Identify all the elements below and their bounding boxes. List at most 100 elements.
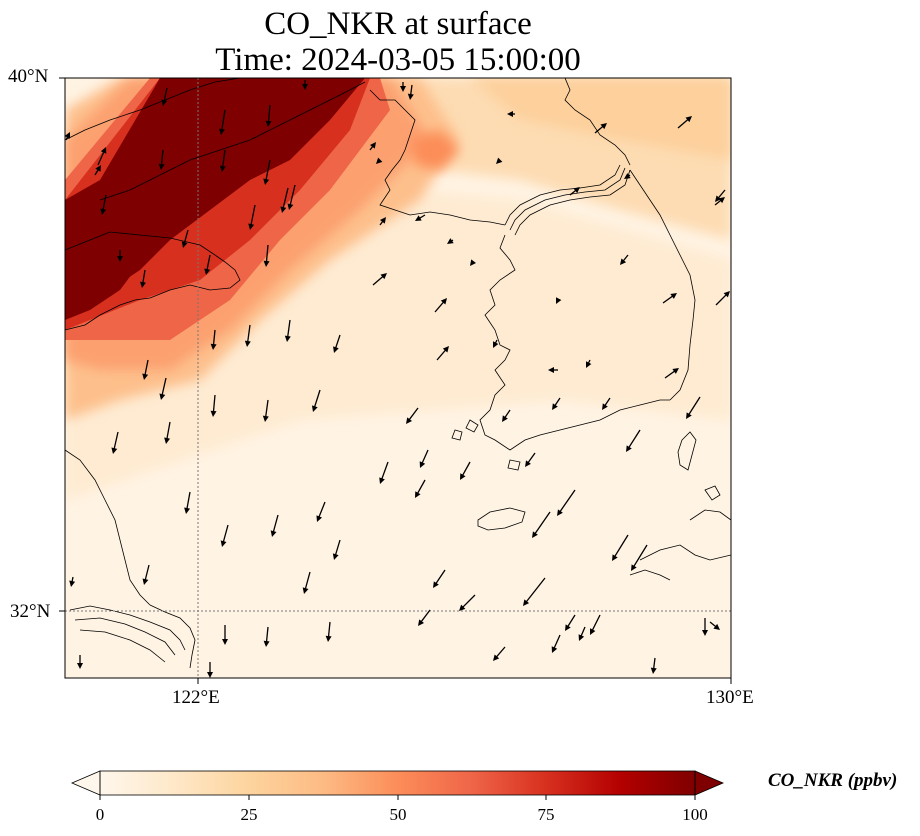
wind-vector-shaft [677, 118, 690, 129]
wind-vector-head [218, 128, 225, 135]
wind-vector-head [507, 111, 513, 117]
wind-vector-head [280, 206, 287, 213]
colorbar-tick-75: 75 [537, 805, 555, 824]
wind-vector-shaft [421, 449, 429, 465]
wind-vector-shaft [591, 614, 601, 632]
wind-vector-head [222, 639, 228, 645]
wind-vector-head [140, 281, 146, 288]
wind-vector-head [159, 393, 166, 400]
lon-label-130e: 130°E [706, 687, 754, 708]
wind-vector-head [311, 405, 318, 412]
wind-vector-head [370, 142, 376, 149]
wind-vector-head [442, 346, 449, 353]
wind-vector-head [415, 491, 421, 498]
wind-vector-head [493, 654, 500, 661]
wind-vector-head [620, 258, 627, 265]
wind-vector-head [316, 515, 323, 522]
wind-vector-head [380, 273, 387, 280]
wind-vector-head [376, 157, 383, 164]
wind-vector-head [210, 410, 217, 417]
wind-vector-shaft [222, 524, 229, 544]
wind-vector-shaft [163, 87, 168, 103]
wind-vector-head [406, 417, 412, 424]
wind-vector-head [380, 217, 386, 224]
wind-vector-shaft [265, 159, 271, 182]
wind-vector-shaft [272, 514, 279, 534]
wind-vector-head [573, 187, 580, 194]
wind-vector-shaft [372, 275, 385, 286]
wind-vector-head [552, 403, 558, 410]
wind-vector-head [111, 447, 118, 454]
wind-vector-head [158, 163, 165, 170]
wind-vector-head [100, 208, 107, 215]
wind-vector-shaft [434, 300, 445, 313]
axis-ticks [59, 77, 732, 684]
wind-vector-head [470, 259, 476, 266]
wind-vector-shaft [102, 194, 107, 212]
wind-vector-head [263, 178, 270, 185]
wind-vector-shaft [304, 571, 311, 591]
wind-vector-head [459, 604, 466, 611]
wind-vector-head [302, 84, 308, 90]
wind-vector-shaft [553, 634, 561, 650]
colorbar-tick-25: 25 [240, 805, 258, 824]
wind-vector-head [244, 340, 251, 347]
wind-vector-shaft [526, 452, 536, 465]
wind-vector-shaft [627, 429, 641, 449]
wind-vector-shaft [212, 329, 216, 347]
wind-vector-shaft [97, 150, 105, 166]
wind-vector-shaft [144, 564, 150, 582]
wind-vector-head [164, 437, 171, 444]
wind-vector-head [142, 373, 149, 380]
wind-vector-head [248, 223, 255, 230]
wind-vector-head [493, 341, 499, 348]
wind-vector-shaft [313, 389, 321, 409]
wind-vector-shaft [220, 109, 226, 132]
wind-vector-head [415, 215, 422, 221]
wind-vector-head [602, 403, 608, 410]
wind-vector-head [418, 619, 424, 626]
lon-label-122e: 122°E [172, 687, 220, 708]
wind-vector-shaft [265, 244, 269, 264]
wind-vector-head [718, 197, 725, 204]
concentration-field [65, 78, 731, 678]
wind-vector-shaft [407, 407, 419, 422]
wind-vector-head [460, 473, 466, 480]
wind-vector-head [400, 86, 406, 92]
wind-vector-head [142, 578, 149, 585]
wind-vector-shaft [267, 104, 271, 124]
wind-vector-head [265, 120, 272, 127]
wind-vector-head [525, 460, 531, 467]
wind-vector-shaft [264, 399, 269, 419]
wind-vector-shaft [533, 511, 551, 536]
wind-vector-shaft [250, 204, 256, 227]
lat-label-32n: 32°N [10, 601, 51, 622]
wind-vector-head [523, 599, 530, 606]
colorbar-tick-100: 100 [682, 805, 708, 824]
colorbar [70, 770, 725, 800]
wind-vector-head [302, 587, 309, 594]
wind-vector-shaft [664, 369, 677, 379]
wind-vector-head [556, 297, 562, 304]
wind-vector-shaft [461, 594, 476, 609]
wind-vector-head [548, 367, 554, 373]
wind-vector-shaft [652, 657, 656, 671]
wind-vector-head [262, 415, 269, 422]
wind-vector-head [333, 346, 339, 353]
wind-vector-shaft [558, 489, 576, 514]
wind-vector-shaft [662, 294, 675, 304]
wind-vector-head [612, 554, 618, 561]
wind-vector-shaft [221, 149, 226, 169]
wind-vector-head [77, 663, 83, 669]
wind-vector-shaft [380, 461, 389, 481]
wind-vector-head [263, 260, 270, 267]
wind-vector-head [557, 509, 563, 516]
wind-vector-shaft [715, 293, 728, 306]
wind-vector-head [670, 293, 677, 299]
wind-vector-shaft [144, 359, 149, 377]
wind-vector-shaft [246, 324, 251, 344]
wind-vector-head [332, 553, 339, 560]
wind-vector-shaft [183, 229, 189, 245]
wind-vector-head [590, 628, 596, 635]
